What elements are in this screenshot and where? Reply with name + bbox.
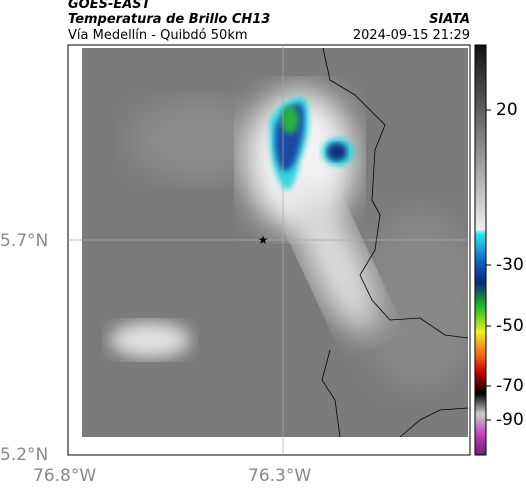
- lon-label: 76.8°W: [33, 466, 97, 486]
- title: Temperatura de Brillo CH13: [68, 12, 271, 27]
- colorbar-label: -70: [496, 376, 524, 396]
- credit: SIATA: [429, 12, 470, 27]
- lat-label: 5.2°N: [0, 445, 49, 465]
- subtitle: Vía Medellín - Quibdó 50km: [68, 28, 248, 43]
- colorbar: [474, 44, 487, 456]
- colorbar-label: 20: [496, 100, 518, 120]
- location-marker: ★: [258, 233, 269, 247]
- colorbar-label: -30: [496, 255, 524, 275]
- source: GOES-EAST: [68, 0, 151, 12]
- colorbar-label: -90: [496, 410, 524, 430]
- lat-label: 5.7°N: [0, 231, 49, 251]
- colorbar-label: -50: [496, 316, 524, 336]
- lon-label: 76.3°W: [248, 466, 312, 486]
- satellite-image: [82, 48, 468, 437]
- timestamp: 2024-09-15 21:29: [352, 28, 470, 43]
